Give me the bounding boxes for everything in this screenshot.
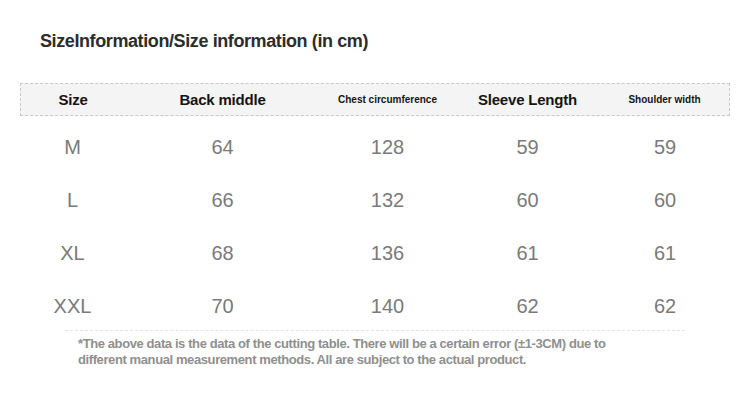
- size-table-header-row: Size Back middle Chest circumference Sle…: [20, 83, 730, 116]
- cell-sleeve: 60: [516, 189, 538, 212]
- cell-sleeve: 59: [516, 136, 538, 159]
- cell-shoulder: 60: [654, 189, 676, 212]
- table-row-l: L 66 132 60 60: [20, 174, 730, 227]
- cell-size: M: [64, 136, 81, 159]
- cell-chest: 136: [371, 242, 404, 265]
- size-information-page: SizeInformation/Size information (in cm)…: [0, 0, 750, 413]
- cell-sleeve: 61: [516, 242, 538, 265]
- page-title: SizeInformation/Size information (in cm): [40, 31, 368, 52]
- header-cell-shoulder-width: Shoulder width: [628, 94, 700, 105]
- table-row-xxl: XXL 70 140 62 62: [20, 280, 730, 333]
- cell-size: L: [67, 189, 78, 212]
- cell-shoulder: 62: [654, 295, 676, 318]
- cell-shoulder: 59: [654, 136, 676, 159]
- cell-chest: 140: [371, 295, 404, 318]
- table-row-m: M 64 128 59 59: [20, 121, 730, 174]
- cell-chest: 128: [371, 136, 404, 159]
- cell-chest: 132: [371, 189, 404, 212]
- header-cell-chest-circumference: Chest circumference: [338, 94, 437, 105]
- cell-sleeve: 62: [516, 295, 538, 318]
- header-cell-back-middle: Back middle: [179, 91, 265, 108]
- cell-back-middle: 70: [211, 295, 233, 318]
- cell-shoulder: 61: [654, 242, 676, 265]
- disclaimer-line-2: different manual measurement methods. Al…: [78, 352, 606, 368]
- disclaimer-line-1: *The above data is the data of the cutti…: [78, 336, 606, 352]
- cell-size: XXL: [54, 295, 92, 318]
- size-table-body: M 64 128 59 59 L 66 132 60 60 XL 68 136 …: [20, 121, 730, 333]
- table-bottom-divider: [65, 330, 685, 331]
- cell-back-middle: 66: [211, 189, 233, 212]
- header-cell-size: Size: [58, 91, 87, 108]
- table-row-xl: XL 68 136 61 61: [20, 227, 730, 280]
- cell-back-middle: 64: [211, 136, 233, 159]
- cell-size: XL: [60, 242, 84, 265]
- cell-back-middle: 68: [211, 242, 233, 265]
- measurement-disclaimer: *The above data is the data of the cutti…: [78, 336, 606, 368]
- header-cell-sleeve-length: Sleeve Length: [478, 91, 577, 108]
